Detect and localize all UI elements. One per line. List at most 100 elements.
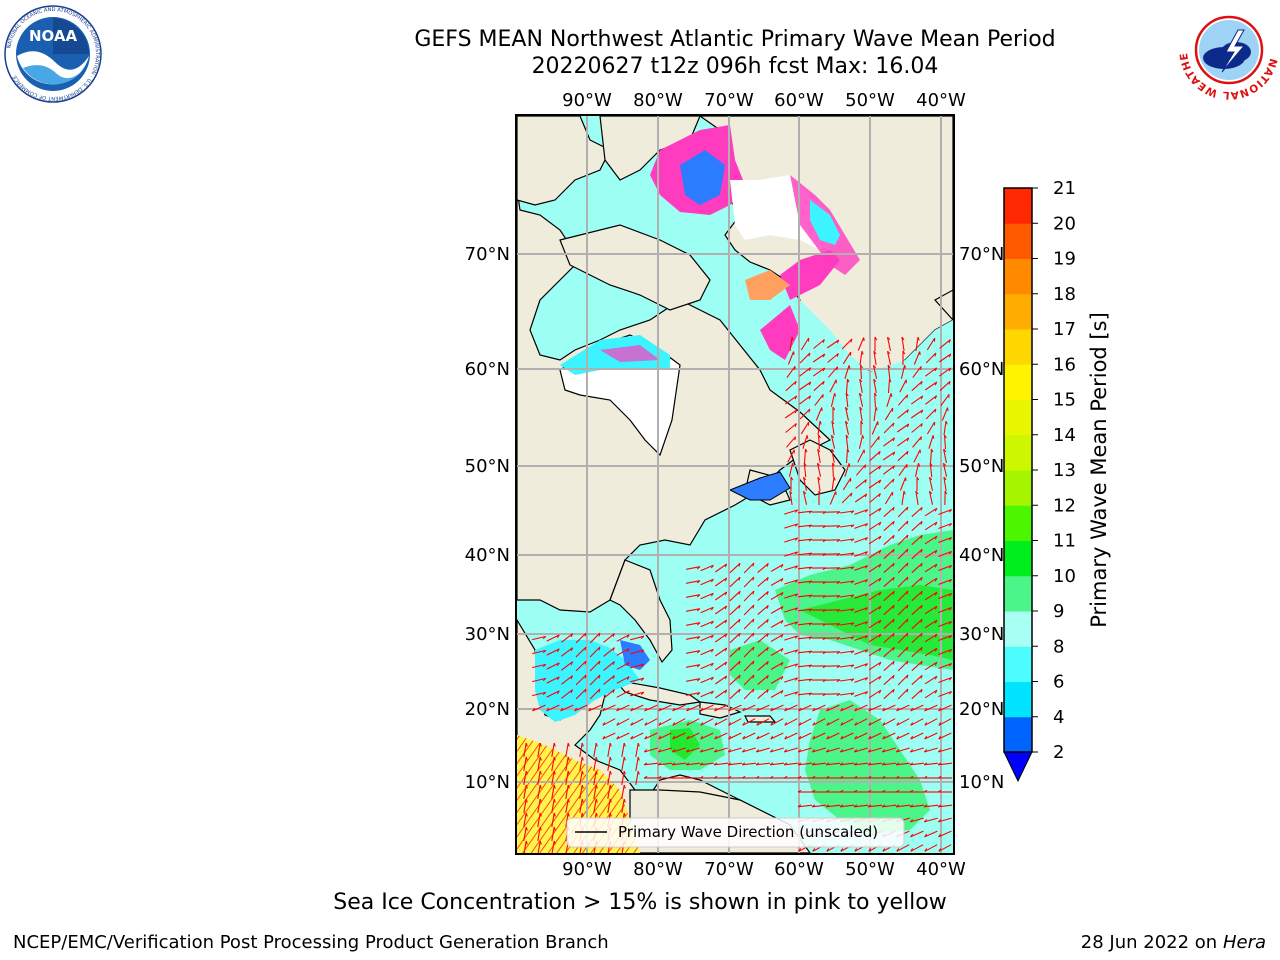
- wave-arrow: [785, 380, 797, 392]
- wave-arrow-head: [896, 848, 900, 852]
- wave-arrow-head: [672, 735, 676, 740]
- noaa-logo-icon: NOAA NATIONAL OCEANIC AND ATMOSPHERIC AD…: [4, 5, 102, 103]
- wave-arrow: [658, 747, 672, 753]
- wave-arrow-head: [850, 566, 855, 570]
- wave-arrow: [532, 663, 546, 669]
- wave-arrow: [868, 605, 882, 615]
- wave-arrow-head: [805, 448, 808, 453]
- wave-arrow: [770, 676, 784, 684]
- wave-arrow-head: [539, 770, 542, 775]
- wave-arrow: [799, 395, 811, 405]
- wave-arrow-head: [808, 580, 813, 584]
- wave-arrow-head: [934, 633, 938, 638]
- wave-arrow-head: [710, 676, 714, 681]
- colorbar-tick-label: 10: [1053, 566, 1076, 587]
- wave-arrow-head: [584, 646, 587, 651]
- wave-arrow: [630, 635, 644, 641]
- wave-arrow: [874, 392, 876, 408]
- wave-arrow: [742, 747, 756, 753]
- wave-arrow-head: [808, 552, 813, 556]
- wave-arrow: [930, 448, 932, 464]
- wave-arrow-head: [868, 722, 872, 726]
- wave-arrow-head: [850, 678, 855, 682]
- wave-arrow: [883, 604, 895, 616]
- wave-arrow: [911, 562, 923, 574]
- wave-arrow: [797, 524, 813, 528]
- wave-arrow-head: [696, 678, 701, 682]
- wave-arrow: [883, 618, 895, 630]
- wave-arrow: [910, 844, 924, 852]
- wave-arrow-head: [864, 493, 868, 498]
- wave-arrow-head: [848, 463, 851, 467]
- wave-arrow: [770, 732, 784, 740]
- wave-arrow: [854, 663, 868, 669]
- wave-arrow: [910, 732, 924, 740]
- wave-arrow: [867, 804, 883, 808]
- colorbar-band: [1004, 470, 1032, 506]
- wave-arrow: [523, 743, 527, 757]
- wave-arrow-head: [609, 812, 612, 817]
- wave-arrow: [812, 704, 826, 712]
- wave-arrow-head: [920, 633, 923, 637]
- wave-arrow-head: [906, 506, 909, 511]
- wave-arrow: [839, 804, 855, 808]
- wave-arrow-head: [724, 661, 728, 666]
- wave-arrow-head: [854, 848, 858, 852]
- wave-arrow-head: [929, 490, 933, 495]
- wave-arrow: [551, 771, 555, 785]
- wave-arrow: [574, 704, 588, 712]
- wave-arrow-head: [812, 707, 816, 712]
- wave-arrow-head: [798, 848, 802, 852]
- wave-arrow: [714, 661, 728, 671]
- wave-arrow: [685, 664, 701, 668]
- wave-arrow-head: [685, 762, 690, 766]
- wave-arrow-head: [917, 336, 920, 341]
- wave-arrow: [523, 757, 527, 771]
- wave-arrow-head: [806, 435, 809, 439]
- wave-arrow: [784, 704, 798, 712]
- wave-arrow: [911, 632, 923, 644]
- wave-arrow-head: [859, 378, 863, 383]
- wave-arrow: [912, 436, 922, 448]
- wave-arrow: [868, 704, 882, 712]
- wave-arrow-head: [803, 476, 807, 481]
- wave-arrow: [883, 562, 895, 574]
- wave-arrow: [630, 718, 644, 726]
- wave-arrow: [593, 799, 597, 813]
- lat-label-right: 40°N: [959, 545, 1004, 566]
- wave-arrow: [840, 664, 854, 668]
- wave-arrow-head: [794, 523, 799, 527]
- wave-arrow: [743, 604, 755, 616]
- wave-arrow-head: [937, 789, 942, 793]
- wave-arrow-head: [644, 735, 648, 740]
- wave-arrow-head: [892, 451, 896, 456]
- wave-arrow-head: [853, 749, 858, 753]
- wave-arrow: [913, 351, 921, 365]
- wave-arrow-head: [713, 762, 718, 766]
- wave-arrow-head: [724, 619, 728, 624]
- wave-arrow-head: [780, 676, 784, 680]
- wave-arrow: [910, 762, 924, 766]
- wave-arrow-head: [832, 462, 835, 467]
- wave-arrow-head: [924, 833, 928, 838]
- wave-arrow-head: [808, 408, 811, 413]
- wave-arrow-head: [640, 635, 645, 640]
- wave-arrow: [938, 550, 952, 558]
- wave-arrow: [926, 421, 936, 435]
- colorbar-band: [1004, 505, 1032, 541]
- wave-arrow: [811, 804, 827, 808]
- wave-arrow-head: [864, 551, 869, 555]
- wave-arrow-head: [724, 605, 728, 610]
- wave-arrow-head: [923, 789, 928, 793]
- wave-arrow-head: [892, 422, 895, 427]
- wave-arrow: [797, 636, 813, 640]
- wave-arrow-head: [850, 492, 853, 497]
- wave-arrow-head: [525, 826, 528, 831]
- wave-arrow: [616, 704, 630, 712]
- wave-arrow: [911, 618, 923, 630]
- wave-arrow-head: [808, 664, 813, 668]
- wave-arrow-head: [920, 689, 923, 693]
- wave-arrow: [814, 394, 824, 406]
- wave-arrow: [845, 378, 849, 394]
- wave-arrow-head: [584, 688, 587, 693]
